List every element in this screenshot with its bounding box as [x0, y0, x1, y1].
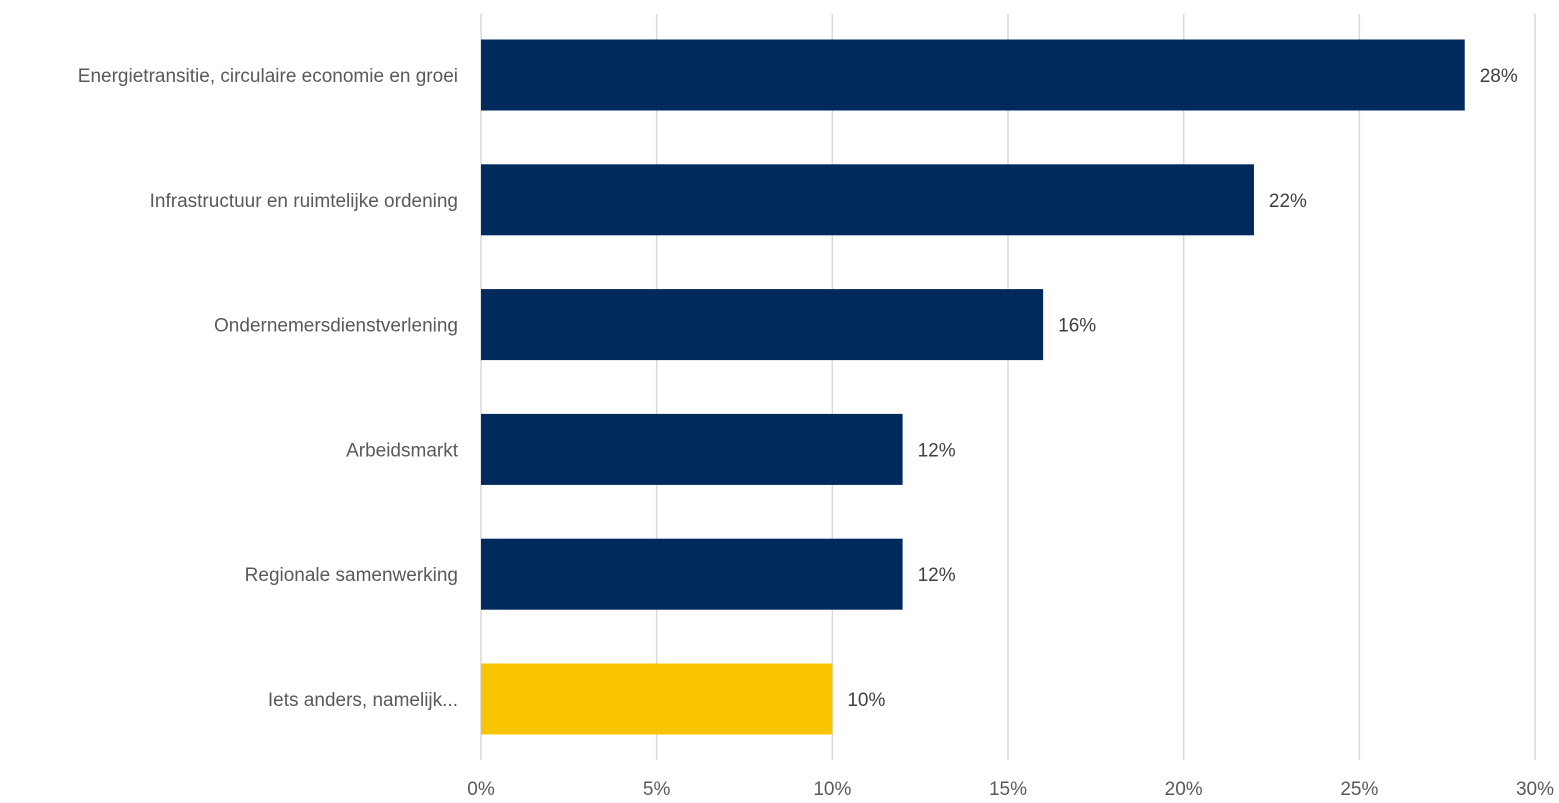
- x-tick-label: 10%: [813, 779, 851, 800]
- x-tick-label: 0%: [467, 779, 495, 800]
- data-label: 12%: [918, 565, 956, 586]
- bar: [481, 289, 1044, 361]
- x-tick-label: 15%: [989, 779, 1027, 800]
- x-tick-label: 5%: [643, 779, 671, 800]
- gridlines: [480, 14, 1536, 760]
- x-tick-label: 20%: [1165, 779, 1203, 800]
- data-label: 12%: [918, 440, 956, 461]
- category-label: Arbeidsmarkt: [346, 440, 459, 461]
- category-label: Infrastructuur en ruimtelijke ordening: [150, 191, 458, 212]
- category-label: Iets anders, namelijk...: [268, 690, 458, 711]
- category-label: Ondernemersdienstverlening: [214, 316, 458, 337]
- data-label: 28%: [1480, 66, 1518, 87]
- bar: [481, 413, 903, 485]
- category-label: Energietransitie, circulaire economie en…: [78, 66, 458, 87]
- bar: [481, 663, 833, 735]
- bar: [481, 39, 1465, 111]
- x-axis-tick-labels: 0% 5% 10% 15% 20% 25% 30%: [467, 779, 1554, 800]
- data-label: 10%: [847, 690, 885, 711]
- x-tick-label: 30%: [1516, 779, 1554, 800]
- x-tick-label: 25%: [1340, 779, 1378, 800]
- data-labels: 28% 22% 16% 12% 12% 10%: [847, 66, 1518, 711]
- bars: [481, 39, 1465, 735]
- data-label: 16%: [1058, 316, 1096, 337]
- data-label: 22%: [1269, 191, 1307, 212]
- category-labels: Energietransitie, circulaire economie en…: [78, 66, 459, 711]
- category-label: Regionale samenwerking: [245, 565, 458, 586]
- bar: [481, 164, 1254, 236]
- bar: [481, 538, 903, 610]
